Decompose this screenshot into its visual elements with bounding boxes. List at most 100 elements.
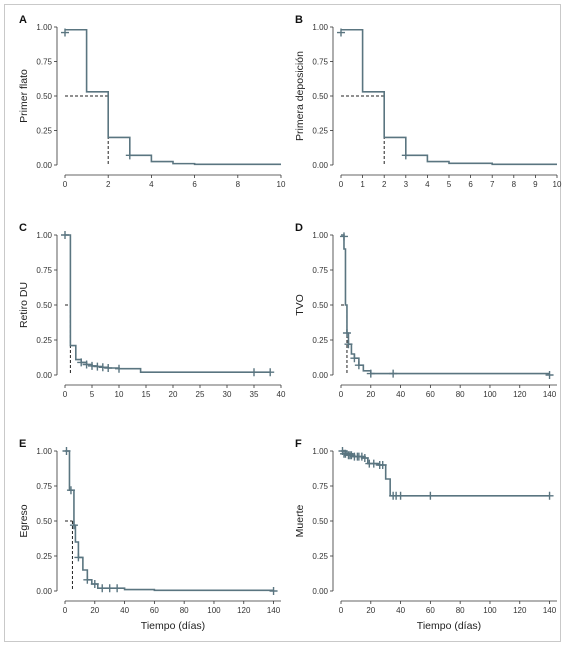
x-tick-label: 120 [237, 606, 251, 615]
y-axis-title: Primera deposición [294, 51, 306, 141]
x-tick-label: 80 [456, 390, 465, 399]
x-tick-label: 140 [267, 606, 281, 615]
x-tick-label: 140 [543, 390, 557, 399]
y-axis-title: Muerte [294, 505, 306, 538]
x-tick-label: 9 [533, 180, 538, 189]
x-tick-label: 40 [396, 390, 405, 399]
panel-a: A 0 2 4 6 8 10 0.00 0.25 0.50 0.75 1.00 Primer flato [18, 14, 286, 189]
censor-mark [354, 361, 363, 370]
x-tick-label: 15 [142, 390, 151, 399]
x-tick-label: 10 [553, 180, 562, 189]
censor-mark [342, 329, 351, 337]
panel-letter: D [295, 222, 303, 234]
y-tick-label: 0.00 [312, 161, 328, 170]
x-tick-label: 8 [236, 180, 241, 189]
x-tick-label: 0 [63, 180, 68, 189]
x-tick-label: 120 [513, 390, 527, 399]
y-tick-label: 0.00 [36, 587, 52, 596]
censor-mark [61, 28, 69, 37]
censor-mark [61, 231, 69, 239]
x-tick-label: 80 [456, 606, 465, 615]
censor-mark [269, 587, 278, 595]
censor-mark [378, 461, 387, 469]
x-tick-label: 0 [339, 390, 344, 399]
y-tick-label: 0.75 [312, 58, 328, 67]
censor-mark [77, 358, 86, 367]
y-tick-label: 0.25 [312, 336, 328, 345]
y-axis-title: Egreso [18, 504, 30, 537]
panel-b: B 0 1 2 3 4 5 6 7 8 9 10 0.00 0.25 0.50 0.75 1.00 Primera… [294, 14, 562, 189]
y-tick-label: 0.00 [36, 161, 52, 170]
survival-curve [341, 28, 557, 166]
x-tick-label: 2 [106, 180, 111, 189]
y-tick-label: 1.00 [36, 23, 52, 32]
x-tick-label: 40 [120, 606, 129, 615]
censor-mark [366, 369, 375, 378]
survival-curve [341, 450, 550, 497]
panel-f: F 0 20 40 60 80 100 120 140 0.00 0.25 0.50 0.75 1.00 M… [294, 438, 557, 632]
censor-mark [69, 521, 78, 530]
censor-mark [62, 447, 71, 455]
y-tick-label: 0.25 [312, 552, 328, 561]
censor-mark [113, 584, 122, 593]
y-tick-label: 0.50 [312, 92, 328, 101]
x-tick-label: 20 [366, 606, 375, 615]
y-tick-label: 0.25 [36, 336, 52, 345]
x-tick-label: 60 [426, 606, 435, 615]
x-tick-label: 35 [250, 390, 259, 399]
x-tick-label: 140 [543, 606, 557, 615]
x-tick-label: 5 [447, 180, 452, 189]
censor-mark [98, 584, 107, 593]
censor-mark [125, 151, 134, 160]
censor-mark [104, 364, 113, 372]
panel-letter: A [19, 14, 27, 26]
x-tick-label: 5 [90, 390, 95, 399]
y-tick-label: 1.00 [312, 447, 328, 456]
censor-mark [266, 368, 275, 377]
figure-frame: A 0 2 4 6 8 10 0.00 0.25 0.50 0.75 1.00 Primer flato… [4, 4, 562, 642]
panel-letter: B [295, 14, 303, 26]
survival-curve [65, 28, 281, 166]
x-tick-label: 30 [223, 390, 232, 399]
censor-mark [350, 354, 359, 363]
censor-mark [66, 486, 75, 495]
y-tick-label: 0.75 [36, 266, 52, 275]
x-tick-label: 4 [425, 180, 430, 189]
y-tick-label: 0.25 [36, 552, 52, 561]
censor-mark [115, 364, 123, 373]
censor-mark [90, 580, 99, 588]
x-axis-title: Tiempo (días) [417, 620, 481, 632]
panel-d: D 0 20 40 60 80 100 120 140 0.00 0.25 0.50 0.75 1.00 T… [294, 222, 557, 399]
y-tick-label: 1.00 [312, 23, 328, 32]
panel-letter: F [295, 438, 302, 450]
censor-mark [426, 491, 435, 500]
censor-mark [74, 553, 83, 562]
x-tick-label: 0 [63, 606, 68, 615]
x-tick-label: 100 [483, 390, 497, 399]
y-tick-label: 0.75 [312, 482, 328, 491]
censor-mark [369, 459, 378, 468]
x-tick-label: 40 [396, 606, 405, 615]
y-tick-label: 0.50 [36, 517, 52, 526]
panel-letter: E [19, 438, 26, 450]
y-tick-label: 0.00 [312, 587, 328, 596]
x-tick-label: 6 [468, 180, 473, 189]
y-tick-label: 0.75 [36, 482, 52, 491]
y-tick-label: 0.25 [36, 127, 52, 136]
x-tick-label: 2 [382, 180, 387, 189]
x-tick-label: 100 [483, 606, 497, 615]
y-tick-label: 0.75 [312, 266, 328, 275]
y-tick-label: 0.25 [312, 127, 328, 136]
x-tick-label: 40 [277, 390, 286, 399]
x-tick-label: 3 [404, 180, 409, 189]
x-tick-label: 6 [192, 180, 197, 189]
y-axis-title: Retiro DU [18, 282, 30, 328]
x-tick-label: 20 [169, 390, 178, 399]
censor-mark [545, 371, 554, 379]
x-tick-label: 7 [490, 180, 495, 189]
survival-curve [341, 234, 550, 375]
censor-mark [105, 584, 114, 593]
y-axis-title: TVO [294, 294, 306, 316]
censor-mark [396, 491, 405, 500]
